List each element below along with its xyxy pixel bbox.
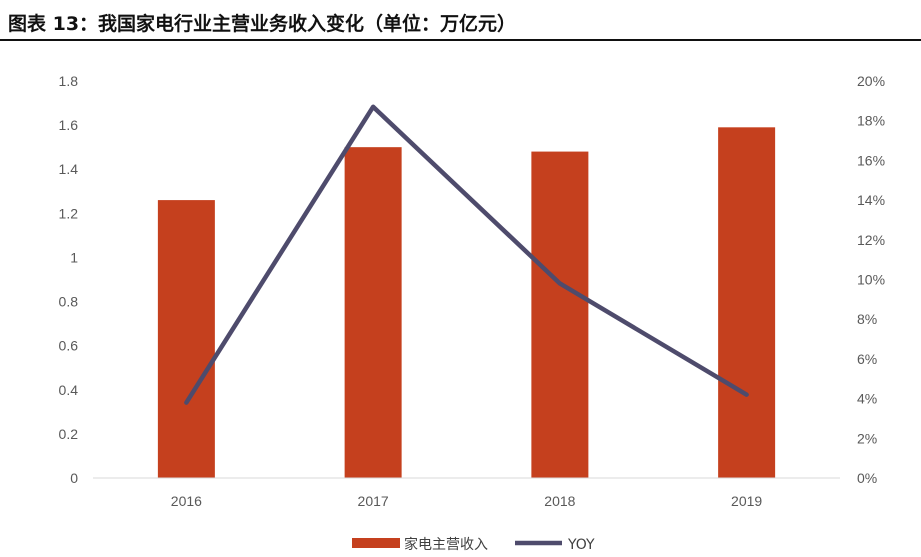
right-axis-ticks: 0% 2% 4% 6% 8% 10% 12% 14% 16% 18% 20% [857, 73, 885, 486]
bar [718, 127, 776, 479]
legend-line-label: YOY [567, 537, 595, 553]
x-tick-label: 2019 [731, 493, 762, 509]
yoy-line-series [184, 104, 749, 405]
legend-bar-swatch [352, 538, 400, 548]
right-tick-label: 18% [857, 113, 885, 129]
x-tick-label: 2017 [358, 493, 389, 509]
x-axis-ticks: 2016 2017 2018 2019 [171, 493, 763, 509]
left-axis-ticks: 0 0.2 0.4 0.6 0.8 1 1.2 1.4 1.6 1.8 [59, 73, 79, 486]
right-tick-label: 16% [857, 152, 885, 168]
yoy-line [184, 104, 749, 405]
left-tick-label: 1.8 [59, 73, 79, 89]
chart-title: 图表 13：我国家电行业主营业务收入变化（单位：万亿元） [8, 13, 517, 35]
right-tick-label: 0% [857, 470, 877, 486]
bar [157, 200, 215, 478]
right-tick-label: 20% [857, 73, 885, 89]
x-tick-label: 2016 [171, 493, 202, 509]
bar [531, 151, 589, 479]
right-tick-label: 10% [857, 272, 885, 288]
left-tick-label: 1.4 [59, 161, 79, 177]
left-tick-label: 0 [70, 470, 78, 486]
right-tick-label: 6% [857, 351, 877, 367]
left-tick-label: 1.2 [59, 205, 79, 221]
legend: 家电主营收入 YOY [352, 536, 595, 553]
right-tick-label: 8% [857, 311, 877, 327]
right-tick-label: 14% [857, 192, 885, 208]
bar [344, 147, 402, 478]
left-tick-label: 0.2 [59, 426, 79, 442]
legend-bar-label: 家电主营收入 [404, 536, 488, 553]
left-tick-label: 0.4 [59, 382, 79, 398]
left-tick-label: 1.6 [59, 117, 79, 133]
left-tick-label: 0.6 [59, 338, 79, 354]
left-tick-label: 0.8 [59, 294, 79, 310]
title-bar: 图表 13：我国家电行业主营业务收入变化（单位：万亿元） [0, 0, 921, 41]
chart-area: 0 0.2 0.4 0.6 0.8 1 1.2 1.4 1.6 1.8 0% 2% 4% 6% 8% 10%… [59, 73, 886, 553]
right-tick-label: 4% [857, 391, 877, 407]
right-tick-label: 2% [857, 430, 877, 446]
x-tick-label: 2018 [544, 493, 575, 509]
left-tick-label: 1 [70, 249, 78, 265]
right-tick-label: 12% [857, 232, 885, 248]
bar-series [157, 127, 776, 479]
